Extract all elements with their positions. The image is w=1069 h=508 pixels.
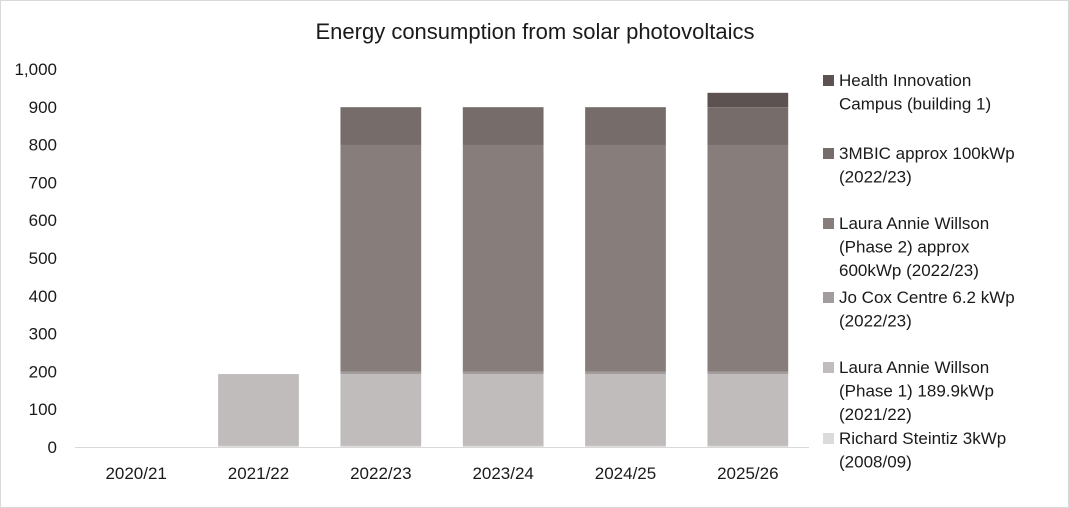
x-tick-label: 2020/21 (105, 464, 166, 483)
legend-label: Laura Annie Willson (839, 358, 989, 377)
bar-segment-3 (462, 371, 544, 375)
legend-label: (2022/23) (839, 168, 912, 187)
bar-segment-5 (707, 107, 789, 145)
legend-label: Health Innovation (839, 71, 971, 90)
bar-segment-3 (585, 371, 666, 375)
y-tick-label: 700 (29, 173, 57, 192)
legend-swatch (823, 292, 834, 303)
bar-segment-2 (585, 374, 666, 446)
legend-label: (2021/22) (839, 405, 912, 424)
legend-label: 3MBIC approx 100kWp (839, 144, 1015, 163)
x-tick-label: 2023/24 (472, 464, 533, 483)
y-tick-label: 1,000 (14, 60, 57, 79)
bar-segment-6 (707, 92, 789, 108)
bar-segment-4 (585, 144, 666, 372)
y-tick-label: 200 (29, 362, 57, 381)
bar-segment-2 (707, 374, 789, 446)
plot-area: 0 100 200 300 400 500 600 700 800 900 1,000 2020/21… (14, 60, 809, 483)
bar-segment-4 (340, 144, 422, 372)
y-tick-label: 300 (29, 325, 57, 344)
legend-swatch (823, 218, 834, 229)
bar-segment-1 (340, 445, 422, 447)
y-tick-label: 500 (29, 249, 57, 268)
bar-segment-4 (707, 144, 789, 372)
bar-segment-5 (340, 107, 422, 145)
y-tick-label: 800 (29, 136, 57, 155)
y-tick-label: 100 (29, 400, 57, 419)
y-tick-label: 900 (29, 98, 57, 117)
legend-label: Campus (building 1) (839, 95, 991, 114)
bar-segment-2 (218, 374, 299, 446)
legend-label: (2022/23) (839, 312, 912, 331)
bar-segment-3 (707, 371, 789, 375)
y-tick-label: 400 (29, 287, 57, 306)
bar-segment-5 (585, 107, 666, 145)
legend-swatch (823, 148, 834, 159)
y-tick-label: 600 (29, 211, 57, 230)
bar-segment-5 (462, 107, 544, 145)
bar-segment-1 (218, 445, 299, 447)
legend-swatch (823, 362, 834, 373)
x-tick-label: 2024/25 (595, 464, 656, 483)
legend: Health Innovation Campus (building 1) 3MBI… (823, 71, 1015, 472)
y-tick-label: 0 (48, 438, 57, 457)
bar-segment-2 (340, 374, 422, 446)
bar-segment-4 (462, 144, 544, 372)
chart-title: Energy consumption from solar photovolta… (316, 19, 755, 44)
bar-segment-1 (462, 445, 544, 447)
bar-segment-3 (340, 371, 422, 375)
legend-swatch (823, 433, 834, 444)
legend-label: Richard Steintiz 3kWp (839, 429, 1006, 448)
legend-label: 600kWp (2022/23) (839, 261, 979, 280)
x-tick-label: 2022/23 (350, 464, 411, 483)
legend-label: Laura Annie Willson (839, 214, 989, 233)
legend-label: (2008/09) (839, 453, 912, 472)
legend-swatch (823, 75, 834, 86)
bar-segment-1 (707, 445, 789, 447)
legend-label: (Phase 2) approx (839, 238, 970, 257)
bar-segment-2 (462, 374, 544, 446)
x-tick-label: 2025/26 (717, 464, 778, 483)
x-tick-label: 2021/22 (228, 464, 289, 483)
legend-label: (Phase 1) 189.9kWp (839, 382, 994, 401)
bar-segment-1 (585, 445, 666, 447)
legend-label: Jo Cox Centre 6.2 kWp (839, 288, 1015, 307)
